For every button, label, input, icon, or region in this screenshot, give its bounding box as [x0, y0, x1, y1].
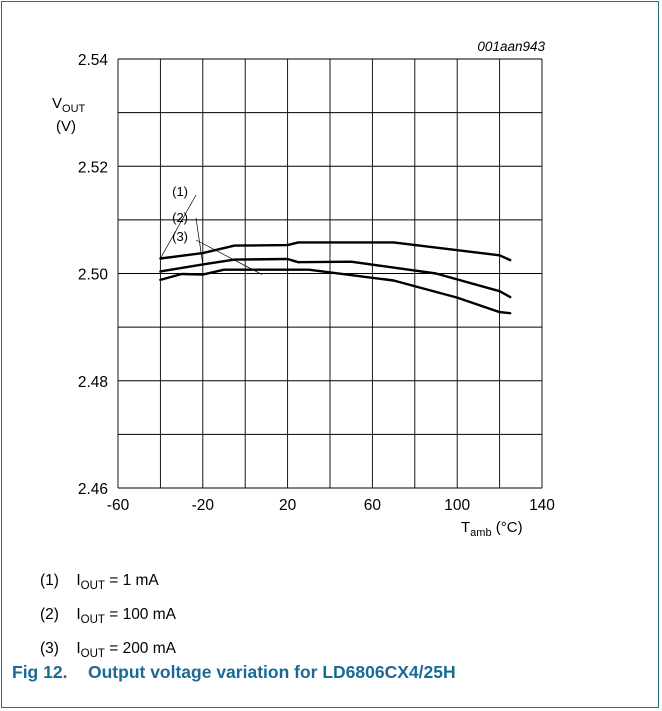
legend-label-sub: OUT	[80, 614, 105, 627]
y-label-sub: OUT	[62, 103, 86, 115]
y-unit: (V)	[56, 118, 76, 135]
legend-label-sub: OUT	[80, 580, 105, 593]
x-tick-label: -20	[192, 497, 215, 514]
y-tick-label: 2.48	[78, 374, 108, 391]
y-tick-label: 2.52	[78, 159, 108, 176]
x-tick-label: 140	[529, 497, 555, 514]
series-line	[159, 257, 512, 299]
line-chart: -60 -20 20 60 100 140 2.46 2.48 2.50 2.52 2.54 (1)…	[78, 39, 555, 514]
y-tick-label: 2.54	[78, 52, 109, 69]
series-leader-line	[195, 239, 263, 275]
legend-number: (1)	[40, 572, 59, 589]
series-leader-line	[160, 194, 197, 259]
x-unit: (°C)	[495, 519, 523, 536]
x-label-sub: amb	[470, 527, 492, 539]
caption-fig-number: Fig 12.	[12, 662, 68, 682]
x-label-main: T	[461, 519, 471, 536]
series-leader-line	[195, 217, 204, 265]
legend-item: (1) IOUT = 1 mA	[40, 572, 159, 592]
series-callouts: (1) (2) (3)	[160, 184, 263, 275]
caption-text: Output voltage variation for LD6806CX4/2…	[88, 662, 456, 682]
y-tick-label: 2.46	[78, 481, 108, 498]
series-callout-label: (3)	[172, 229, 188, 244]
legend-number: (3)	[40, 640, 59, 657]
figure-caption: Fig 12. Output voltage variation for LD68…	[12, 662, 456, 683]
x-tick-label: 20	[279, 497, 297, 514]
legend-label-main: I	[76, 640, 81, 657]
x-axis-label: Tamb (°C)	[461, 519, 523, 539]
series-line	[159, 241, 512, 262]
x-tick-label: 100	[444, 497, 470, 514]
figure-id: 001aan943	[477, 39, 545, 54]
legend-item: (3) IOUT = 200 mA	[40, 640, 176, 660]
legend-label-rest: = 1 mA	[104, 572, 159, 589]
legend-label-main: I	[76, 572, 81, 589]
y-axis-label: VOUT (V)	[52, 95, 85, 135]
y-tick-label: 2.50	[78, 267, 109, 284]
series-line	[159, 268, 512, 315]
legend-number: (2)	[40, 606, 59, 623]
legend-label-rest: = 100 mA	[104, 606, 176, 623]
x-tick-label: 60	[364, 497, 382, 514]
tick-labels: -60 -20 20 60 100 140 2.46 2.48 2.50 2.52 2.54	[78, 52, 555, 514]
series-callout-label: (2)	[172, 210, 188, 225]
legend-label-main: I	[76, 606, 81, 623]
y-label-main: V	[52, 95, 63, 112]
legend-label-rest: = 200 mA	[104, 640, 176, 657]
series-lines	[159, 241, 512, 315]
legend-label-sub: OUT	[80, 648, 105, 661]
series-callout-label: (1)	[172, 184, 188, 199]
x-tick-label: -60	[107, 497, 130, 514]
legend-item: (2) IOUT = 100 mA	[40, 606, 176, 626]
